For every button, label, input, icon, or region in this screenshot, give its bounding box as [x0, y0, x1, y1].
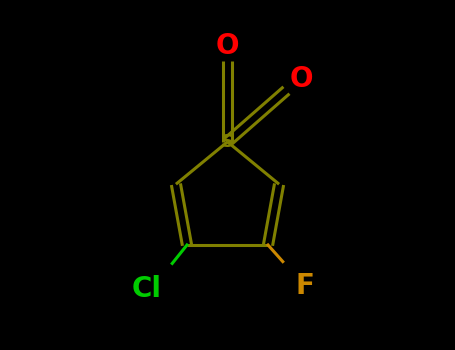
Text: F: F — [295, 272, 314, 300]
Text: O: O — [216, 32, 239, 60]
Text: O: O — [289, 65, 313, 93]
Text: Cl: Cl — [131, 275, 162, 303]
Text: S: S — [221, 133, 234, 151]
